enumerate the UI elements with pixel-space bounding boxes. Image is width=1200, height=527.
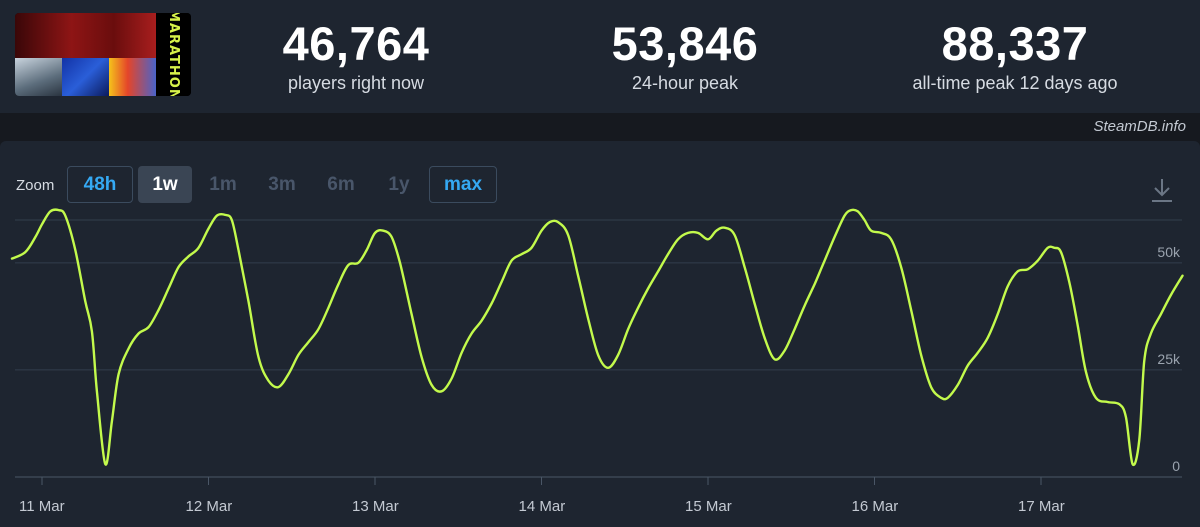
thumbnail-art-top [15, 13, 156, 58]
game-thumbnail[interactable]: MARATHON [15, 13, 191, 96]
series-layer [10, 208, 1184, 467]
game-logo-text: MARATHON [166, 13, 181, 96]
zoom-1w-button[interactable]: 1w [138, 166, 192, 203]
stats-header: MARATHON 46,764 players right now 53,846… [0, 0, 1200, 113]
y-tick-label: 0 [1172, 458, 1180, 474]
zoom-3m-button[interactable]: 3m [268, 173, 296, 195]
zoom-1y-button[interactable]: 1y [388, 173, 410, 195]
series-line-players [10, 208, 1184, 467]
stat-value: 46,764 [282, 17, 430, 70]
steamdb-credit[interactable]: SteamDB.info [1093, 118, 1186, 135]
grid-lines [15, 219, 1182, 478]
stat-players-now: 46,764 players right now [206, 18, 506, 95]
y-axis-ticks: 0 25k 50k [1157, 244, 1181, 474]
zoom-48h-button[interactable]: 48h [67, 166, 133, 203]
stat-label: 24-hour peak [631, 73, 739, 93]
thumbnail-art-face [15, 58, 62, 96]
y-tick-label: 25k [1157, 351, 1181, 367]
x-axis-ticks: 11 Mar 12 Mar 13 Mar 14 Mar 15 Mar 16 Mar 17 M… [19, 477, 1065, 515]
stat-label: players right now [287, 73, 425, 93]
zoom-max-button[interactable]: max [429, 166, 497, 203]
zoom-1m-button[interactable]: 1m [209, 173, 237, 195]
stat-all-time-peak: 88,337 all-time peak 12 days ago [865, 18, 1165, 95]
x-tick-label: 15 Mar [685, 498, 732, 515]
stat-24h-peak: 53,846 24-hour peak [535, 18, 835, 95]
x-tick-label: 17 Mar [1018, 498, 1065, 515]
thumbnail-art-blue [62, 58, 109, 96]
thumbnail-art-fire [109, 58, 156, 96]
stat-value: 88,337 [941, 17, 1089, 70]
x-tick-label: 12 Mar [186, 498, 233, 515]
game-logo: MARATHON [156, 13, 191, 96]
y-tick-label: 50k [1157, 244, 1181, 260]
chart-panel [0, 141, 1200, 527]
x-tick-label: 16 Mar [852, 498, 899, 515]
x-tick-label: 13 Mar [352, 498, 399, 515]
stat-value: 53,846 [611, 17, 759, 70]
x-tick-label: 11 Mar [19, 498, 65, 515]
stat-label: all-time peak 12 days ago [912, 73, 1118, 93]
zoom-label: Zoom [16, 177, 55, 194]
download-icon[interactable] [1150, 176, 1174, 204]
x-tick-label: 14 Mar [519, 498, 566, 515]
zoom-6m-button[interactable]: 6m [327, 173, 355, 195]
